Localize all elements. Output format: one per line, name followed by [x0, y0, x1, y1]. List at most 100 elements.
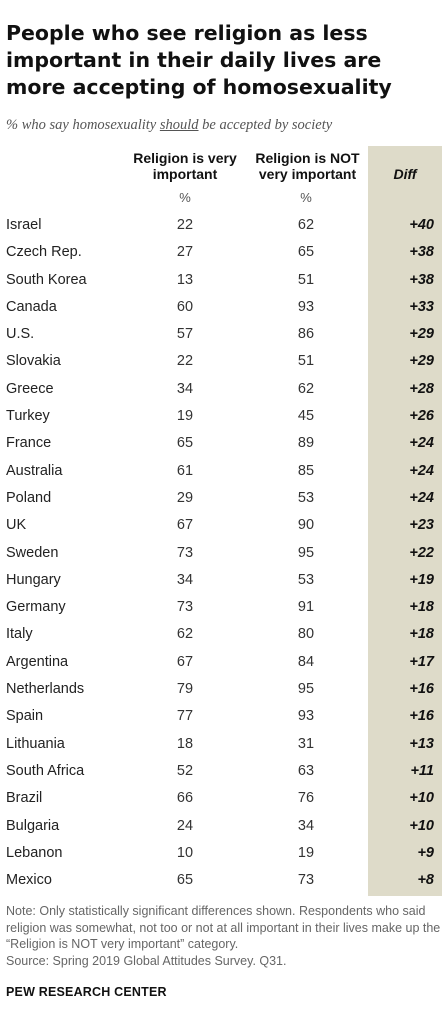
value-diff: +33	[409, 298, 434, 315]
value-religion-very-important: 34	[176, 380, 194, 397]
value-religion-not-very-important: 62	[297, 217, 315, 233]
value-religion-very-important: 24	[176, 817, 194, 834]
value-religion-not-very-important: 93	[297, 298, 315, 315]
chart-subtitle: % who say homosexuality should be accept…	[6, 117, 442, 134]
value-religion-not-very-important: 93	[297, 708, 315, 725]
table-row: Poland 29 53 +24	[0, 486, 448, 513]
value-religion-not-very-important: 84	[297, 653, 315, 670]
value-religion-not-very-important: 62	[297, 380, 315, 397]
chart-title: People who see religion as less importan…	[6, 21, 392, 99]
value-religion-very-important: 65	[176, 435, 194, 452]
value-religion-not-very-important: 45	[297, 408, 315, 425]
value-religion-very-important: 19	[176, 408, 194, 425]
value-religion-very-important: 73	[176, 599, 194, 616]
value-religion-not-very-important: 73	[297, 872, 315, 889]
value-diff: +18	[409, 626, 434, 643]
value-religion-very-important: 57	[176, 326, 194, 343]
header-religion-very-important: Religion is very important	[133, 150, 237, 182]
country-label: Turkey	[6, 408, 50, 425]
subtitle-emphasis: should	[159, 117, 199, 133]
table-row: Australia 61 85 +24	[0, 459, 448, 486]
value-religion-not-very-important: 90	[297, 517, 315, 534]
value-diff: +16	[409, 708, 434, 725]
value-religion-not-very-important: 19	[297, 844, 315, 861]
value-religion-not-very-important: 51	[297, 271, 315, 288]
table-row: Brazil 66 76 +10	[0, 786, 448, 813]
country-label: Poland	[6, 489, 52, 506]
value-religion-not-very-important: 53	[297, 489, 315, 506]
value-diff: +10	[409, 817, 434, 834]
value-diff: +26	[409, 408, 434, 425]
value-religion-not-very-important: 34	[297, 817, 315, 834]
table-row: Germany 73 91 +18	[0, 595, 448, 622]
value-diff: +38	[409, 244, 434, 261]
source-text: Source: Spring 2019 Global Attitudes Sur…	[6, 953, 287, 968]
table-row: Lebanon 10 19 +9	[0, 841, 448, 868]
table-row: Netherlands 79 95 +16	[0, 677, 448, 704]
value-religion-not-very-important: 76	[297, 790, 315, 807]
value-religion-very-important: 10	[176, 844, 194, 861]
value-diff: +24	[409, 435, 434, 452]
country-label: UK	[6, 517, 27, 534]
value-diff: +17	[409, 653, 434, 670]
value-religion-not-very-important: 95	[297, 544, 315, 561]
value-religion-not-very-important: 80	[297, 626, 315, 643]
value-diff: +29	[409, 326, 434, 343]
value-diff: +22	[409, 544, 434, 561]
table-row: Mexico 65 73 +8	[0, 868, 448, 895]
country-label: Australia	[6, 462, 63, 479]
country-label: Germany	[6, 599, 66, 616]
country-label: U.S.	[6, 326, 35, 343]
table-row: Israel 22 62 +40	[0, 213, 448, 240]
table-row: Hungary 34 53 +19	[0, 568, 448, 595]
value-religion-not-very-important: 63	[297, 762, 315, 779]
value-diff: +11	[410, 762, 434, 779]
value-diff: +29	[409, 353, 434, 370]
value-diff: +40	[409, 217, 434, 233]
value-religion-very-important: 27	[176, 244, 194, 261]
table-row: Sweden 73 95 +22	[0, 541, 448, 568]
value-religion-very-important: 67	[176, 653, 194, 670]
table-row: France 65 89 +24	[0, 431, 448, 458]
country-label: Argentina	[6, 653, 69, 670]
unit-label-very: %	[179, 190, 191, 205]
diff-column-band	[368, 146, 442, 896]
value-religion-very-important: 29	[176, 489, 194, 506]
value-religion-very-important: 34	[176, 571, 194, 588]
value-religion-very-important: 52	[176, 762, 194, 779]
value-diff: +24	[409, 489, 434, 506]
value-religion-very-important: 73	[176, 544, 194, 561]
value-diff: +23	[409, 517, 434, 534]
value-religion-very-important: 77	[176, 708, 194, 725]
table-row: Italy 62 80 +18	[0, 622, 448, 649]
unit-label-not-very: %	[300, 190, 312, 205]
value-religion-very-important: 66	[176, 790, 194, 807]
table-row: Bulgaria 24 34 +10	[0, 814, 448, 841]
table-row: Lithuania 18 31 +13	[0, 732, 448, 759]
value-religion-very-important: 62	[176, 626, 194, 643]
country-label: Lebanon	[6, 844, 63, 861]
value-diff: +38	[409, 271, 434, 288]
value-diff: +24	[409, 462, 434, 479]
table-row: Greece 34 62 +28	[0, 377, 448, 404]
table-row: Spain 77 93 +16	[0, 704, 448, 731]
value-religion-not-very-important: 91	[297, 599, 315, 616]
country-label: Hungary	[6, 571, 61, 588]
table-row: UK 67 90 +23	[0, 513, 448, 540]
table-row: U.S. 57 86 +29	[0, 322, 448, 349]
country-label: Israel	[6, 217, 42, 233]
value-religion-not-very-important: 51	[297, 353, 315, 370]
country-label: France	[6, 435, 52, 452]
value-religion-very-important: 60	[176, 298, 194, 315]
value-religion-very-important: 18	[176, 735, 194, 752]
country-label: Slovakia	[6, 353, 61, 370]
value-religion-very-important: 13	[176, 271, 194, 288]
value-religion-very-important: 61	[176, 462, 194, 479]
country-label: Spain	[6, 708, 44, 725]
chart-note: Note: Only statistically significant dif…	[6, 903, 442, 969]
value-religion-not-very-important: 89	[297, 435, 315, 452]
country-label: South Korea	[6, 271, 87, 288]
value-diff: +13	[409, 735, 434, 752]
value-diff: +10	[409, 790, 434, 807]
header-religion-not-very-important: Religion is NOT very important	[255, 150, 360, 182]
